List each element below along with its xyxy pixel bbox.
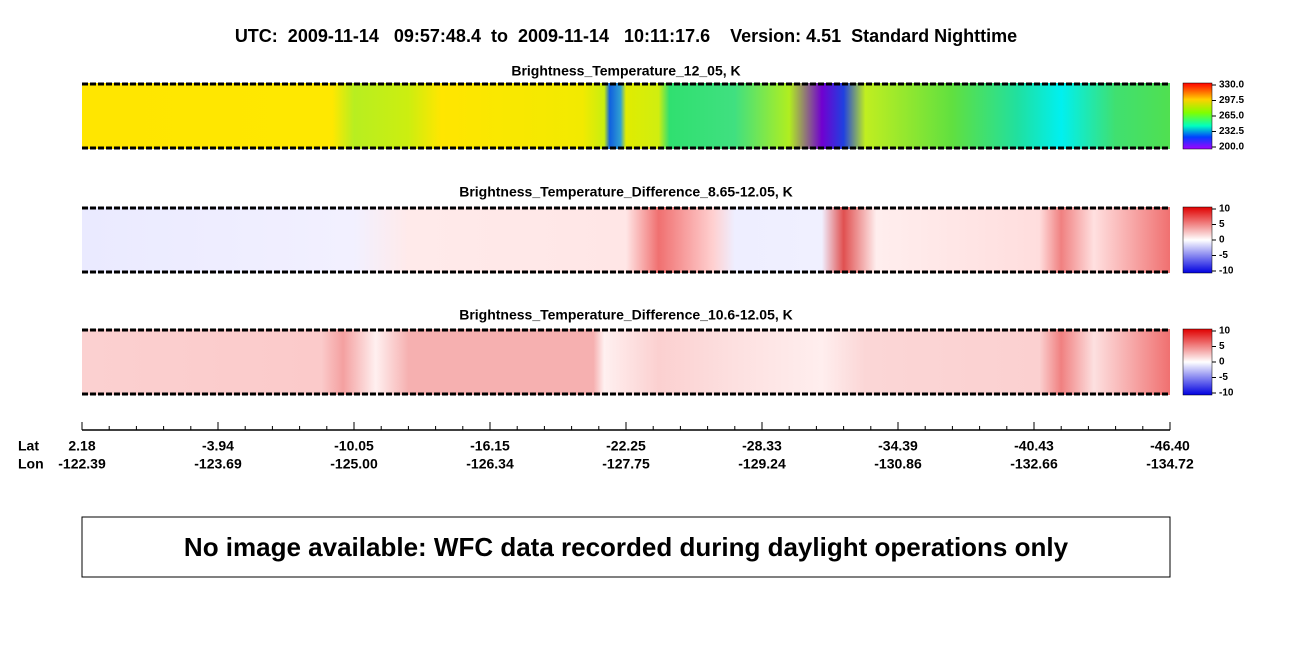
colorbar-tick-label: -5: [1219, 372, 1228, 383]
lon-value: -130.86: [874, 456, 922, 472]
lon-value: -126.34: [466, 456, 514, 472]
colorbar-tick-label: 0: [1219, 357, 1225, 368]
colorbar-tick-label: 297.5: [1219, 95, 1244, 106]
lon-value: -123.69: [194, 456, 242, 472]
image-strip: [82, 329, 1170, 395]
lon-value: -127.75: [602, 456, 650, 472]
lon-value: -122.39: [58, 456, 106, 472]
lat-value: -46.40: [1150, 438, 1190, 454]
lon-value: -134.72: [1146, 456, 1194, 472]
message-box: [81, 516, 1171, 578]
colorbar: [1182, 328, 1213, 396]
colorbar-tick-label: -5: [1219, 250, 1228, 261]
message: No image available: WFC data recorded du…: [184, 532, 1069, 562]
lon-label: Lon: [18, 456, 44, 472]
colorbar-tick-label: 5: [1219, 341, 1225, 352]
lat-value: -22.25: [606, 438, 646, 454]
image-strip: [82, 83, 1170, 149]
lon-value: -132.66: [1010, 456, 1058, 472]
lon-value: -125.00: [330, 456, 378, 472]
colorbar-tick-label: 330.0: [1219, 80, 1244, 91]
lon-value: -129.24: [738, 456, 786, 472]
colorbar-tick-label: -10: [1219, 388, 1234, 399]
image-strip: [82, 207, 1170, 273]
lat-label: Lat: [18, 438, 39, 454]
colorbar-tick-label: 265.0: [1219, 111, 1244, 122]
panel-title: Brightness_Temperature_Difference_8.65-1…: [459, 184, 793, 200]
lat-value: -40.43: [1014, 438, 1054, 454]
panel-title: Brightness_Temperature_12_05, K: [511, 63, 740, 79]
colorbar-tick-label: 5: [1219, 219, 1225, 230]
panel-title: Brightness_Temperature_Difference_10.6-1…: [459, 307, 793, 323]
colorbar-tick-label: 232.5: [1219, 126, 1244, 137]
title: UTC: 2009-11-14 09:57:48.4 to 2009-11-14…: [235, 26, 1017, 46]
lat-value: -28.33: [742, 438, 782, 454]
lat-value: -16.15: [470, 438, 510, 454]
colorbar-tick-label: 10: [1219, 204, 1231, 215]
colorbar-tick-label: -10: [1219, 266, 1234, 277]
colorbar: [1182, 82, 1213, 150]
lat-value: -3.94: [202, 438, 234, 454]
colorbar-tick-label: 0: [1219, 235, 1225, 246]
lat-value: 2.18: [68, 438, 95, 454]
colorbar: [1182, 206, 1213, 274]
lat-value: -10.05: [334, 438, 374, 454]
colorbar-tick-label: 200.0: [1219, 142, 1244, 153]
colorbar-tick-label: 10: [1219, 326, 1231, 337]
lat-value: -34.39: [878, 438, 918, 454]
